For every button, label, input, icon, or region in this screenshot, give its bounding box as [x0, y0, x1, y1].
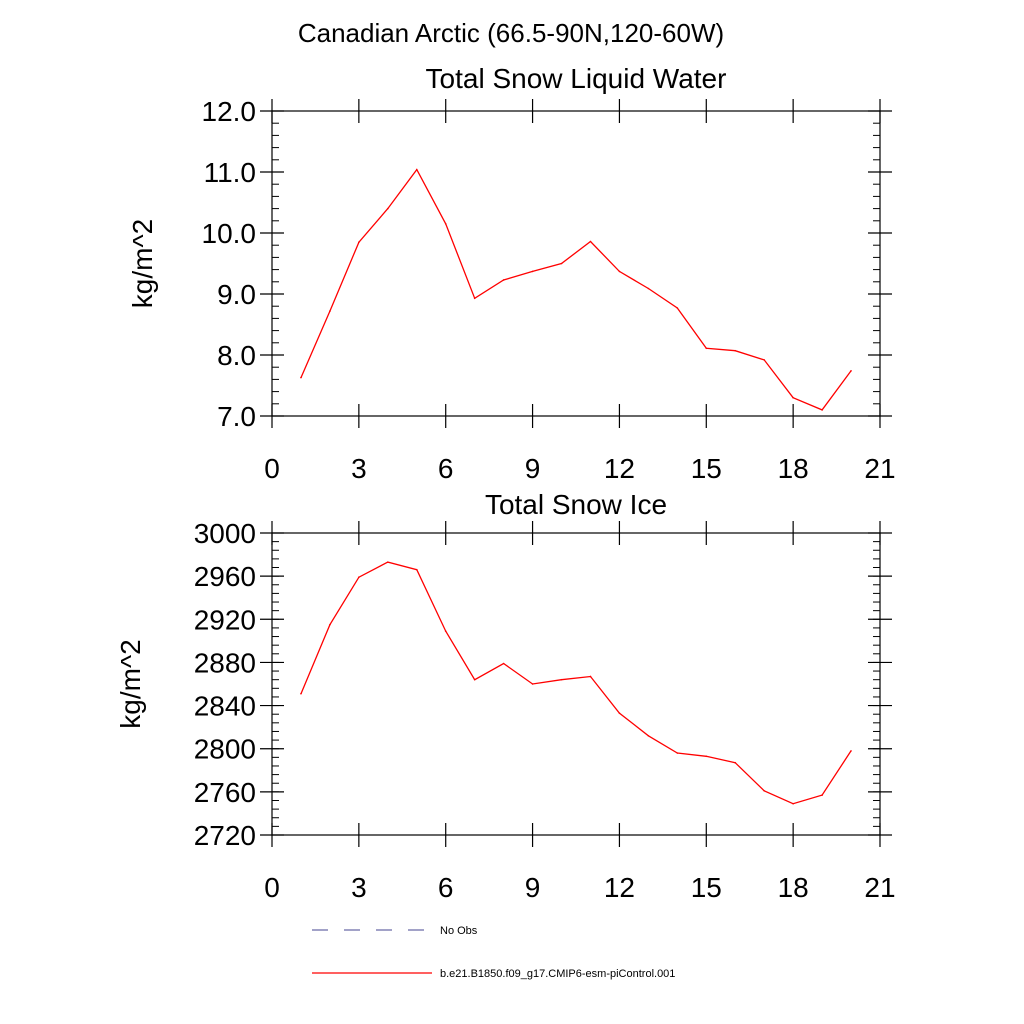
- data-point: [734, 349, 737, 352]
- y-tick-label: 2800: [194, 734, 256, 765]
- data-point: [647, 287, 650, 290]
- y-tick-label: 7.0: [217, 401, 256, 432]
- data-point: [387, 207, 389, 210]
- data-point: [329, 310, 331, 312]
- x-tick-label: 21: [864, 872, 895, 903]
- x-tick-label: 15: [691, 872, 722, 903]
- y-tick-label: 2760: [194, 777, 256, 808]
- legend: No Obs b.e21.B1850.f09_g17.CMIP6-esm-piCo…: [312, 925, 675, 980]
- data-point: [850, 370, 852, 372]
- region-title: Canadian Arctic (66.5-90N,120-60W): [298, 18, 724, 48]
- y-tick-label: 10.0: [202, 218, 257, 249]
- data-point: [792, 802, 794, 805]
- x-tick-label: 18: [778, 872, 809, 903]
- data-point: [589, 675, 592, 678]
- chart-title: Total Snow Liquid Water: [426, 63, 727, 94]
- chart-snow-ice: Total Snow Ice kg/m^2 2720 2760 2800 2840 2880…: [115, 489, 896, 903]
- x-tick-label: 21: [864, 453, 895, 484]
- legend-label: b.e21.B1850.f09_g17.CMIP6-esm-piControl.…: [440, 968, 675, 980]
- x-tick-label: 0: [264, 453, 280, 484]
- data-point: [647, 734, 650, 737]
- x-tick-label: 3: [351, 872, 367, 903]
- y-tick-label: 8.0: [217, 340, 256, 371]
- data-point: [705, 755, 708, 758]
- y-tick-label: 12.0: [202, 96, 257, 127]
- data-point: [676, 307, 679, 309]
- data-point: [329, 623, 331, 626]
- data-point: [415, 568, 418, 571]
- data-point: [560, 678, 563, 681]
- y-tick-label: 2840: [194, 691, 256, 722]
- plot-frame: [271, 532, 881, 836]
- chart-title: Total Snow Ice: [485, 489, 667, 520]
- y-tick-label: 2960: [194, 561, 256, 592]
- data-point: [473, 678, 476, 681]
- data-point: [358, 241, 360, 243]
- x-tick-label: 18: [778, 453, 809, 484]
- x-tick-label: 6: [438, 872, 454, 903]
- data-point: [300, 376, 302, 379]
- series-line: [300, 168, 852, 411]
- data-point: [705, 347, 708, 350]
- y-tick-label: 2880: [194, 647, 256, 678]
- data-point: [589, 240, 592, 243]
- data-point: [502, 662, 505, 665]
- plot-frame: [271, 110, 881, 417]
- data-point: [763, 359, 765, 361]
- data-point: [821, 794, 823, 796]
- data-point: [473, 297, 476, 300]
- data-point: [792, 396, 794, 399]
- data-point: [618, 270, 621, 273]
- data-point: [676, 752, 679, 754]
- data-point: [618, 712, 621, 714]
- x-tick-label: 12: [604, 872, 635, 903]
- x-tick-label: 3: [351, 453, 367, 484]
- data-point: [444, 630, 447, 632]
- data-point: [560, 262, 563, 265]
- x-tick-label: 6: [438, 453, 454, 484]
- chart-snow-liquid-water: Total Snow Liquid Water kg/m^2 7.0 8.0 9.0 10…: [127, 63, 896, 484]
- y-tick-label: 3000: [194, 518, 256, 549]
- data-point: [763, 789, 765, 792]
- series-line: [300, 561, 852, 805]
- data-point: [502, 279, 505, 281]
- data-point: [358, 576, 360, 579]
- y-axis-label: kg/m^2: [127, 219, 158, 308]
- x-tick-label: 9: [525, 872, 541, 903]
- y-tick-label: 2720: [194, 820, 256, 851]
- y-tick-label: 9.0: [217, 279, 256, 310]
- x-tick-label: 15: [691, 453, 722, 484]
- data-point: [387, 561, 389, 563]
- data-point: [444, 223, 447, 225]
- y-axis-label: kg/m^2: [115, 639, 146, 728]
- x-tick-label: 12: [604, 453, 635, 484]
- data-point: [415, 168, 418, 171]
- legend-label: No Obs: [440, 925, 478, 937]
- data-point: [300, 692, 302, 695]
- data-point: [821, 409, 823, 411]
- y-tick-label: 2920: [194, 604, 256, 635]
- data-point: [531, 683, 534, 685]
- data-point: [850, 750, 852, 752]
- x-tick-label: 0: [264, 872, 280, 903]
- y-tick-label: 11.0: [204, 157, 256, 188]
- data-point: [531, 270, 534, 273]
- x-tick-label: 9: [525, 453, 541, 484]
- data-point: [734, 761, 737, 764]
